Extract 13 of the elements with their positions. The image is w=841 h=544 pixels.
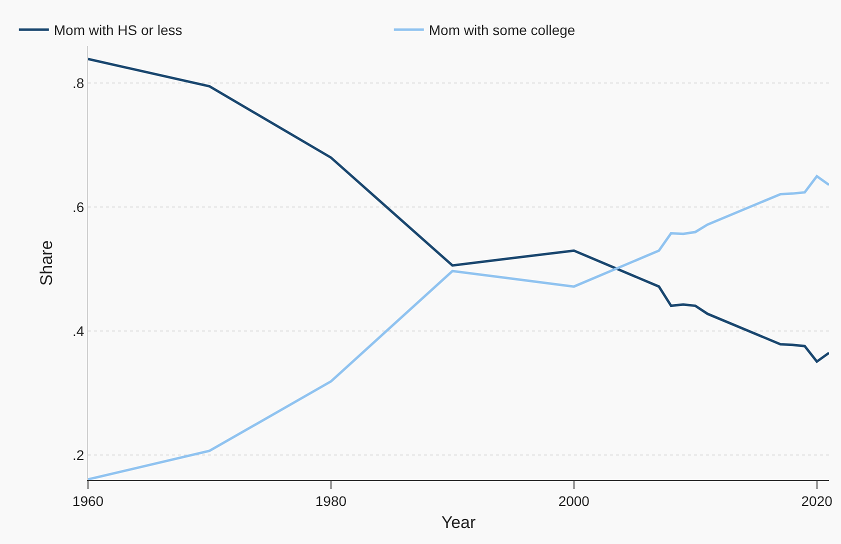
x-tick-label: 1980 bbox=[315, 492, 347, 509]
x-tick-label: 2000 bbox=[558, 492, 590, 509]
x-axis-title: Year bbox=[441, 513, 476, 532]
y-tick-label: .6 bbox=[72, 199, 84, 216]
x-tick-label: 2020 bbox=[801, 492, 833, 509]
x-tick-label: 1960 bbox=[72, 492, 104, 509]
y-tick-label: .4 bbox=[72, 323, 84, 340]
y-tick-label: .8 bbox=[72, 75, 84, 92]
line-series bbox=[88, 58, 829, 363]
legend-label: Mom with some college bbox=[428, 22, 576, 38]
legend-label: Mom with HS or less bbox=[54, 22, 182, 38]
y-tick-label: .2 bbox=[72, 447, 84, 464]
y-axis-title: Share bbox=[37, 240, 56, 286]
